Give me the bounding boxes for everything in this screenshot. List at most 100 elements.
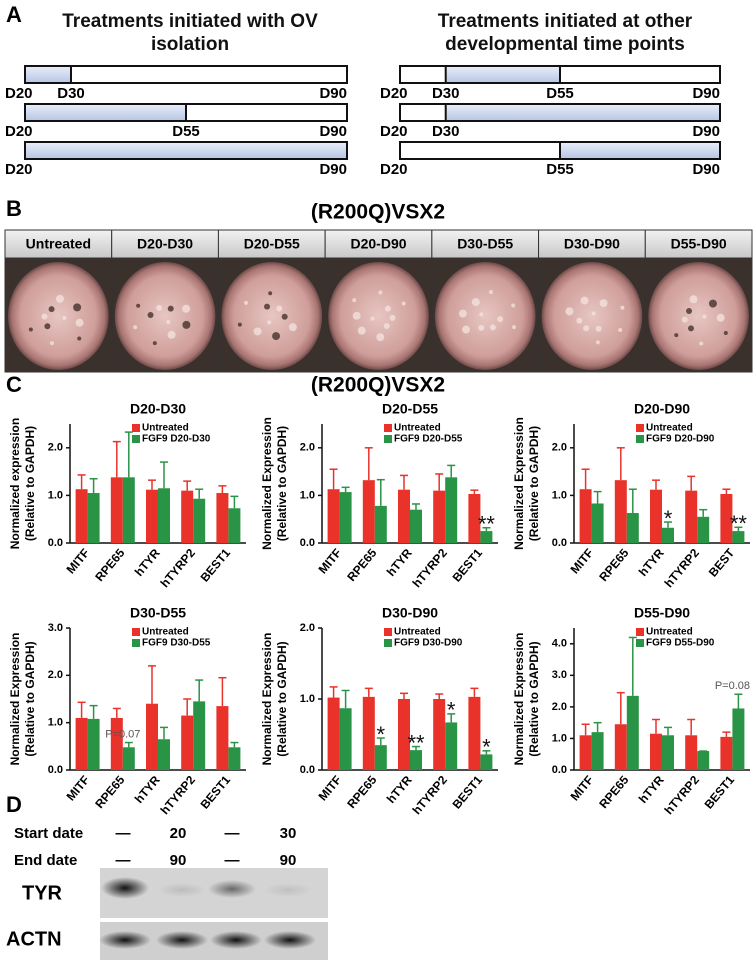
y-axis-label: (Relative to GAPDH)	[23, 426, 37, 541]
organoid-speck	[488, 290, 493, 295]
bar	[614, 480, 627, 543]
organoid-speck	[723, 330, 728, 335]
blot-band	[208, 880, 256, 898]
y-tick-label: 1.0	[300, 693, 315, 705]
organoid-speck	[462, 325, 471, 334]
organoid-speck	[182, 320, 191, 329]
bar	[591, 732, 604, 770]
legend-label: FGF9 D20-D55	[394, 434, 463, 445]
header-cell	[431, 229, 540, 259]
y-axis-label: Normalized Expression	[8, 633, 22, 766]
bar	[75, 489, 88, 543]
culture-dish-photo	[8, 262, 109, 370]
significance-label: *	[377, 722, 386, 747]
bar	[579, 735, 592, 770]
blot-band	[101, 877, 149, 899]
y-tick-label: 2.0	[552, 442, 567, 454]
organoid-speck	[136, 303, 141, 308]
bar	[327, 489, 340, 543]
organoid-speck	[268, 291, 273, 296]
bar	[468, 696, 481, 770]
y-axis-label: Normalized expression	[8, 418, 22, 549]
end-date: —	[225, 852, 240, 869]
legend-label: FGF9 D20-D30	[142, 434, 211, 445]
bar	[480, 754, 493, 770]
organoid-speck	[237, 322, 242, 327]
legend-swatch	[384, 424, 392, 432]
condition-label: D55-D90	[671, 236, 727, 252]
y-tick-label: 1.0	[48, 717, 63, 729]
day-label: D20	[380, 123, 408, 140]
organoid-speck	[167, 330, 176, 339]
organoid-speck	[580, 296, 589, 305]
legend-swatch	[384, 639, 392, 647]
row-label: End date	[14, 852, 77, 869]
y-tick-label: 0.0	[48, 764, 63, 776]
day-label: D55	[546, 85, 574, 102]
x-tick-label: BEST1	[450, 773, 486, 812]
y-axis-label: (Relative to GAPDH)	[527, 426, 541, 541]
x-tick-label: hTYR	[384, 773, 415, 806]
header-cell	[644, 229, 753, 259]
y-axis-label: (Relative to GAPDH)	[275, 641, 289, 756]
day-label: D30	[432, 85, 460, 102]
y-tick-label: 1.0	[552, 489, 567, 501]
bar	[146, 703, 158, 770]
bar	[662, 735, 674, 770]
condition-label: D20-D30	[137, 236, 193, 252]
y-tick-label: 1.0	[300, 489, 315, 501]
legend-swatch	[636, 424, 644, 432]
bar	[181, 490, 194, 543]
organoid-speck	[384, 305, 391, 312]
x-tick-label: hTYR	[384, 546, 415, 579]
x-tick-label: BEST1	[198, 773, 234, 812]
start-date: 30	[280, 825, 297, 842]
bar	[193, 498, 206, 543]
organoid-speck	[595, 325, 602, 332]
x-tick-label: MITF	[568, 546, 597, 576]
treatment-window	[25, 67, 71, 82]
culture-dish-photo	[221, 262, 323, 370]
y-axis-label: (Relative to GAPDH)	[23, 641, 37, 756]
organoid-speck	[272, 332, 281, 341]
group-title: Treatments initiated with OV isolation	[62, 11, 318, 55]
blot-band	[210, 931, 262, 949]
organoid-speck	[389, 314, 396, 321]
organoid-speck	[166, 320, 171, 325]
legend-swatch	[132, 639, 140, 647]
x-tick-label: RPE65	[344, 773, 379, 811]
x-tick-label: MITF	[316, 546, 345, 576]
legend-swatch	[132, 628, 140, 636]
organoid-speck	[253, 327, 262, 336]
bar	[626, 695, 639, 770]
bar	[579, 489, 592, 543]
legend-swatch	[132, 435, 140, 443]
x-tick-label: hTYR	[132, 546, 163, 579]
bar	[122, 747, 135, 770]
panel-label: C	[6, 372, 22, 397]
day-label: D20	[5, 85, 33, 102]
y-tick-label: 0.0	[48, 537, 63, 549]
chart-title: D30-D90	[382, 605, 438, 621]
treatment-window	[25, 105, 186, 120]
blot-band	[156, 931, 208, 949]
x-tick-label: RPE65	[596, 773, 631, 811]
y-axis-label: Normalized Expression	[512, 417, 526, 550]
blot-band	[158, 883, 206, 897]
bar	[374, 505, 387, 543]
significance-label: **	[407, 730, 425, 755]
legend-label: Untreated	[142, 627, 189, 638]
end-date: 90	[170, 852, 187, 869]
timeline-bar	[24, 65, 348, 84]
culture-dish-photo	[114, 262, 216, 370]
y-tick-label: 2.0	[48, 669, 63, 681]
culture-dish-photo	[328, 262, 429, 370]
bar	[193, 701, 206, 770]
timeline-outline	[24, 65, 348, 84]
significance-label: P=0.08	[715, 680, 750, 692]
bar	[697, 516, 710, 543]
condition-label: D30-D90	[564, 236, 620, 252]
panel-title: (R200Q)VSX2	[311, 201, 445, 224]
x-tick-label: RPE65	[92, 773, 127, 811]
